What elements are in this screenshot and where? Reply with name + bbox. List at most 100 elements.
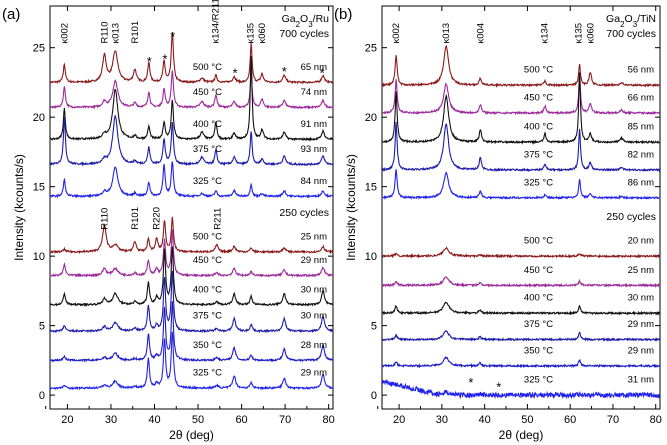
x-tick-label: 30 (436, 414, 448, 426)
star-mark: * (162, 51, 167, 66)
temperature-label: 325 °C (193, 368, 222, 379)
series-700-0 (49, 32, 334, 85)
temperature-label: 375 °C (524, 149, 553, 160)
series-250-3 (381, 330, 661, 343)
peak-label-700: κ135 (574, 23, 585, 44)
series-250-2 (381, 301, 661, 316)
y-axis-label: Intensity (kcounts/s) (12, 154, 26, 261)
crystallite-size-label: 66 nm (628, 92, 654, 103)
crystallite-size-label: 29 nm (301, 255, 327, 266)
star-mark: * (170, 29, 175, 44)
series-700-1 (381, 74, 661, 116)
series-700-1 (49, 70, 334, 110)
temperature-label: 325 °C (524, 177, 553, 188)
title-part: /TiN (637, 13, 656, 25)
temperature-label: 375 °C (193, 144, 222, 155)
crystallite-size-label: 82 nm (628, 149, 654, 160)
y-tick-label: 0 (39, 390, 45, 402)
chart-title: Ga2O3/TiN (606, 13, 656, 29)
group-label-250: 250 cycles (279, 207, 329, 219)
series-250-5 (49, 331, 334, 391)
title-subscript: 3 (633, 20, 638, 29)
series-700-2 (49, 55, 334, 142)
series-700-3 (381, 121, 661, 173)
temperature-label: 375 °C (193, 311, 222, 322)
crystallite-size-label: 25 nm (628, 265, 654, 276)
crystallite-size-label: 86 nm (628, 177, 654, 188)
peak-label-700: κ135 (245, 23, 256, 44)
title-subscript: 2 (296, 20, 301, 29)
title-part: /Ru (313, 13, 330, 25)
y-tick-label: 0 (371, 390, 377, 402)
peak-label-250: R211 (213, 208, 224, 230)
peak-label-700: R110 (99, 22, 110, 44)
y-tick-label: 20 (33, 112, 45, 124)
x-axis-label: 2θ (deg) (169, 428, 214, 442)
crystallite-size-label: 20 nm (628, 236, 654, 247)
y-tick-label: 15 (365, 182, 377, 194)
temperature-label: 450 °C (193, 255, 222, 266)
peak-label-700: κ004 (475, 23, 486, 44)
series-700-2 (381, 72, 661, 145)
plot-frame (381, 5, 661, 410)
panel-label: (a) (2, 6, 20, 23)
temperature-label: 350 °C (524, 345, 553, 356)
star-mark: * (233, 65, 238, 80)
peak-label-250: R101 (130, 207, 141, 230)
group-label-700: 700 cycles (606, 28, 656, 40)
star-mark: * (320, 65, 325, 80)
star-mark: * (496, 379, 501, 394)
series-700-3 (49, 115, 334, 167)
panel-b: 20 30 40 50 60 70 80 0 5 10 15 20 25 2θ (deg) Intensit… (334, 5, 662, 442)
peak-label-250: R220 (152, 207, 163, 230)
x-tick-label: 60 (235, 414, 247, 426)
x-tick-label: 20 (393, 414, 405, 426)
x-tick-label: 40 (148, 414, 160, 426)
series-700-0 (381, 44, 661, 88)
y-axis-label: Intensity (kcounts/s) (344, 154, 358, 261)
series-250-4 (49, 301, 334, 363)
crystallite-size-label: 30 nm (301, 311, 327, 322)
group-label-250: 250 cycles (606, 211, 656, 223)
peak-label-700: κ013 (441, 23, 452, 44)
crystallite-size-label: 29 nm (628, 345, 654, 356)
x-tick-label: 80 (650, 414, 662, 426)
series-250-4 (381, 355, 661, 369)
temperature-label: 325 °C (193, 176, 222, 187)
title-subscript: 2 (620, 20, 625, 29)
temperature-label: 400 °C (193, 119, 222, 130)
temperature-label: 400 °C (193, 284, 222, 295)
panel-a: 20 30 40 50 60 70 80 0 5 10 15 20 25 2θ (deg) Intensit… (2, 0, 335, 442)
peak-label-700: κ134/R211 (210, 0, 221, 44)
star-mark: * (147, 54, 152, 69)
y-tick-label: 10 (365, 251, 377, 263)
title-part: Ga (606, 13, 620, 25)
crystallite-size-label: 93 nm (301, 144, 327, 155)
y-tick-label: 5 (39, 321, 45, 333)
title-part: O (300, 13, 308, 25)
crystallite-size-label: 56 nm (628, 65, 654, 76)
star-mark: * (468, 375, 473, 390)
peak-label-700: κ134 (540, 23, 551, 44)
y-tick-label: 5 (371, 321, 377, 333)
temperature-label: 375 °C (524, 319, 553, 330)
peak-label-700: κ060 (257, 23, 268, 44)
temperature-label: 500 °C (524, 65, 553, 76)
crystallite-size-label: 28 nm (301, 340, 327, 351)
series-250-0 (50, 216, 334, 255)
temperature-label: 400 °C (524, 122, 553, 133)
panel-label: (b) (334, 6, 352, 23)
y-tick-label: 15 (33, 182, 45, 194)
series-250-1 (49, 229, 334, 278)
crystallite-size-label: 85 nm (628, 122, 654, 133)
series-250-2 (49, 246, 334, 307)
crystallite-size-label: 74 nm (301, 87, 327, 98)
peak-label-700: κ002 (391, 23, 402, 44)
x-tick-label: 70 (607, 414, 619, 426)
temperature-label: 350 °C (193, 340, 222, 351)
y-tick-label: 25 (365, 43, 377, 55)
peak-label-700: R101 (130, 21, 141, 44)
series-700-4 (49, 161, 334, 199)
peak-label-700: κ013 (110, 23, 121, 44)
